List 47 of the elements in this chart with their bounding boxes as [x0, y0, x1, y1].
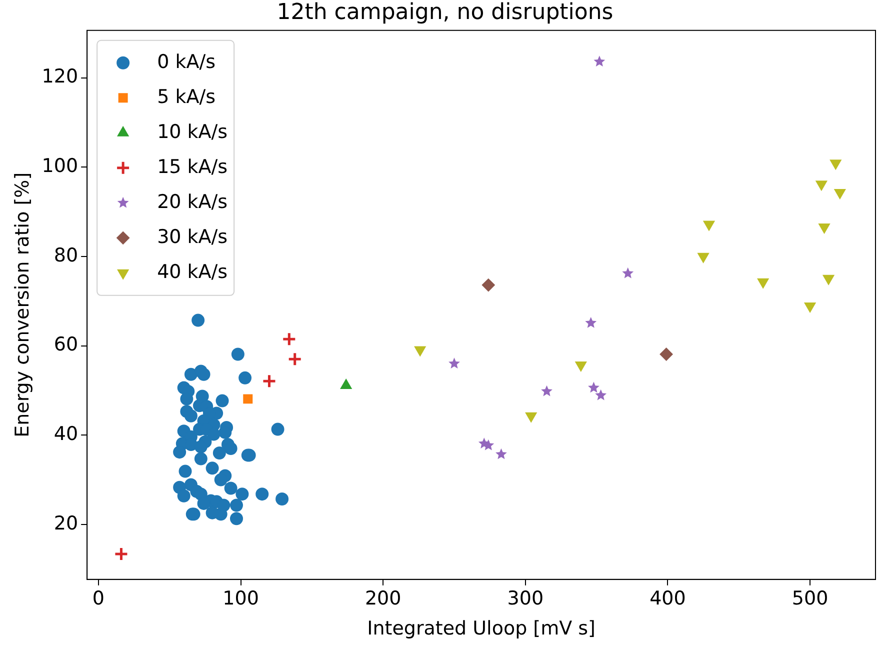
x-tick-label: 400: [650, 588, 686, 610]
x-tick-label: 300: [507, 588, 544, 610]
legend-label: 5 kA/s: [157, 86, 216, 108]
point: [818, 223, 830, 234]
point: [288, 352, 302, 366]
point: [585, 316, 597, 328]
chart-title: 12th campaign, no disruptions: [276, 0, 614, 25]
point: [834, 189, 846, 200]
point: [698, 252, 709, 263]
point: [703, 220, 715, 231]
point: [262, 374, 276, 388]
point: [822, 274, 834, 285]
point: [448, 358, 460, 368]
point: [575, 361, 587, 372]
point: [816, 180, 828, 191]
legend-label: 0 kA/s: [157, 50, 216, 73]
y-tick-label: 20: [54, 512, 78, 534]
y-tick-label: 80: [54, 244, 78, 266]
point: [804, 302, 816, 313]
x-tick-label: 500: [792, 588, 828, 610]
x-tick-label: 200: [364, 588, 402, 610]
y-tick-label: 120: [42, 66, 78, 88]
y-tick-label: 40: [54, 423, 78, 446]
point: [660, 348, 673, 361]
point: [588, 382, 600, 393]
point: [595, 389, 607, 400]
point: [414, 346, 426, 356]
point: [830, 160, 842, 170]
point: [496, 448, 507, 460]
point: [622, 267, 634, 278]
point: [482, 278, 495, 292]
point: [282, 332, 296, 346]
legend-label: 30 kA/s: [157, 226, 228, 248]
x-axis-title: Integrated Uloop [mV s]: [367, 618, 596, 640]
legend-label: 40 kA/s: [157, 260, 228, 283]
legend-label: 15 kA/s: [157, 156, 228, 178]
y-tick-label: 100: [42, 155, 78, 178]
point: [340, 379, 352, 390]
legend-label: 20 kA/s: [157, 190, 228, 213]
legend-label: 10 kA/s: [157, 120, 228, 143]
x-tick-label: 0: [92, 588, 104, 610]
x-tick-label: 100: [222, 588, 259, 610]
point: [243, 394, 253, 404]
point: [757, 278, 769, 288]
y-tick-label: 60: [54, 334, 78, 356]
y-axis-title: Energy conversion ratio [%]: [11, 172, 34, 438]
point: [541, 385, 552, 396]
